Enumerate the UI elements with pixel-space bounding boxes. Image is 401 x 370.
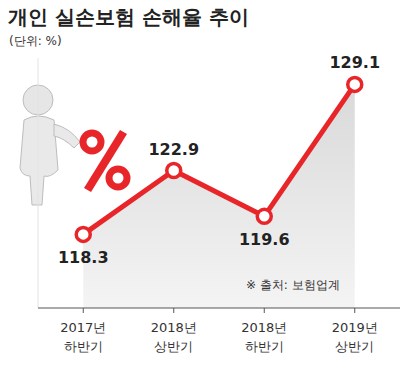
marker — [76, 227, 90, 241]
figure-body — [20, 116, 58, 205]
x-axis-line — [38, 308, 400, 309]
x-tick — [354, 308, 355, 313]
x-tick-label-line: 2018년 — [241, 320, 287, 335]
x-tick-label-line: 하반기 — [245, 339, 284, 354]
x-tick — [264, 308, 265, 313]
percent-slash — [84, 130, 127, 192]
x-tick-label: 2018년하반기 — [241, 320, 287, 354]
x-tick-label: 2019년상반기 — [332, 320, 378, 354]
x-tick — [83, 308, 84, 313]
y-axis-line — [38, 58, 39, 308]
plot-area — [76, 77, 362, 308]
x-tick-label: 2018년상반기 — [151, 320, 197, 354]
data-label: 118.3 — [58, 248, 109, 267]
x-tick-label-line: 상반기 — [154, 339, 193, 354]
figure-arm — [54, 124, 80, 148]
x-tick — [173, 308, 174, 313]
chart-svg: 개인 실손보험 손해율 추이(단위: %)2017년하반기2018년상반기201… — [0, 0, 401, 370]
area — [83, 84, 355, 308]
line — [83, 84, 355, 234]
x-tick-label-line: 상반기 — [335, 339, 374, 354]
title: 개인 실손보험 손해율 추이 — [8, 5, 249, 29]
percent-ring — [83, 133, 101, 151]
x-tick-label-line: 2018년 — [151, 320, 197, 335]
illustration — [20, 85, 127, 205]
marker — [167, 164, 181, 178]
marker — [348, 77, 362, 91]
x-tick-label-line: 2019년 — [332, 320, 378, 335]
subtitle: (단위: %) — [9, 34, 62, 48]
source-note: ※ 출처: 보험업계 — [246, 278, 340, 292]
x-tick-label-line: 하반기 — [64, 339, 103, 354]
data-label: 129.1 — [329, 53, 380, 72]
x-tick-label-line: 2017년 — [60, 320, 106, 335]
data-label: 119.6 — [239, 230, 290, 249]
chart-root: 개인 실손보험 손해율 추이(단위: %)2017년하반기2018년상반기201… — [0, 0, 401, 370]
percent-ring — [109, 169, 127, 187]
x-tick-label: 2017년하반기 — [60, 320, 106, 354]
data-label: 122.9 — [148, 140, 199, 159]
marker — [257, 209, 271, 223]
